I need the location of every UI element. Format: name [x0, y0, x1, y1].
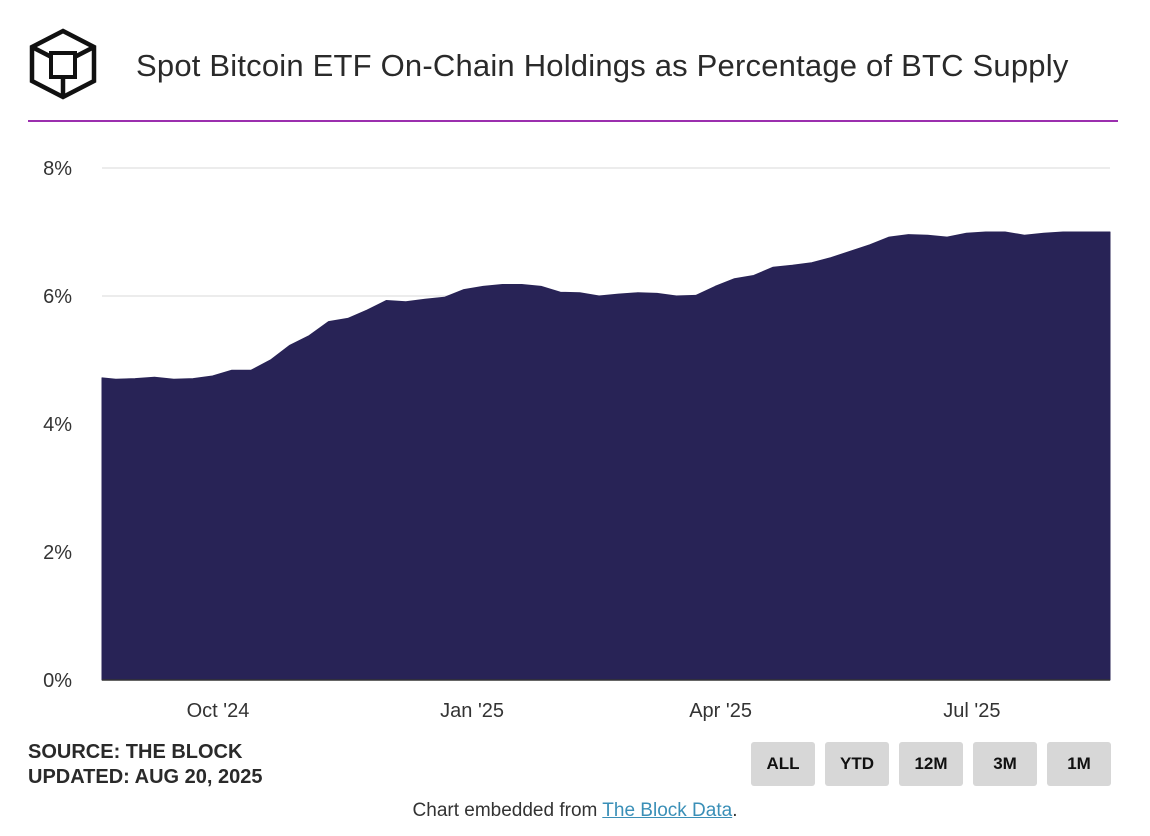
y-tick-label: 2%	[43, 542, 72, 564]
range-ytd-button[interactable]: YTD	[825, 742, 889, 786]
y-tick-label: 4%	[43, 414, 72, 436]
range-12m-button[interactable]: 12M	[899, 742, 963, 786]
embed-note: Chart embedded from The Block Data.	[0, 800, 1150, 822]
y-axis-ticks: 0% 2% 4% 6% 8%	[43, 158, 72, 692]
x-tick-label: Oct '24	[187, 700, 250, 722]
the-block-data-link[interactable]: The Block Data	[602, 800, 733, 821]
chart-title: Spot Bitcoin ETF On-Chain Holdings as Pe…	[136, 48, 1069, 83]
y-tick-label: 6%	[43, 286, 72, 308]
series-area	[101, 231, 1111, 681]
embed-prefix: Chart embedded from	[412, 800, 603, 821]
updated-label: UPDATED: AUG 20, 2025	[28, 766, 263, 788]
the-block-logo	[29, 28, 97, 100]
x-tick-label: Jan '25	[440, 700, 504, 722]
range-all-button[interactable]: ALL	[751, 742, 815, 786]
source-block: SOURCE: THE BLOCK UPDATED: AUG 20, 2025	[28, 740, 263, 790]
chart-header: Spot Bitcoin ETF On-Chain Holdings as Pe…	[28, 28, 1118, 122]
x-tick-label: Apr '25	[689, 700, 752, 722]
source-label: SOURCE: THE BLOCK	[28, 741, 243, 763]
range-1m-button[interactable]: 1M	[1047, 742, 1111, 786]
x-axis-ticks: Oct '24 Jan '25 Apr '25 Jul '25	[187, 700, 1001, 722]
range-3m-button[interactable]: 3M	[973, 742, 1037, 786]
y-tick-label: 8%	[43, 158, 72, 180]
area-chart: 0% 2% 4% 6% 8% Oct '24 Jan '25 Apr '25 Jul '25	[43, 158, 1111, 722]
x-tick-label: Jul '25	[943, 700, 1000, 722]
embed-suffix: .	[732, 800, 738, 821]
y-tick-label: 0%	[43, 670, 72, 692]
